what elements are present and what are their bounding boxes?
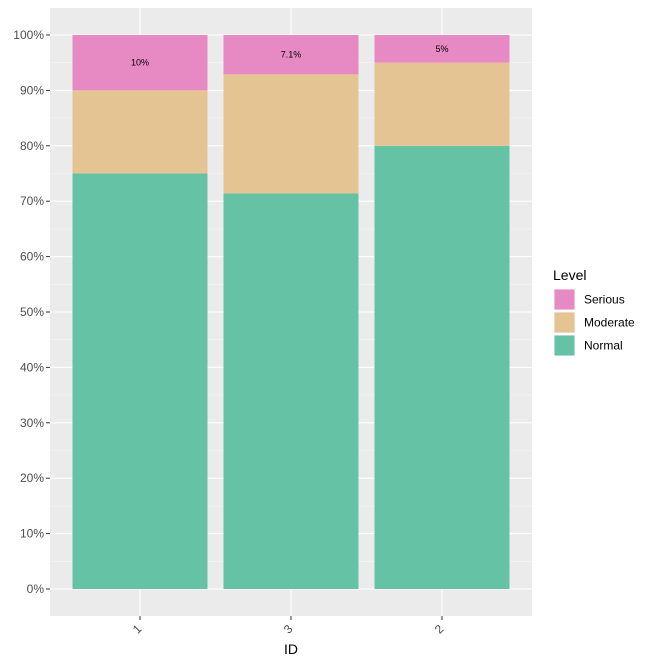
y-tick-label: 90% [20, 83, 44, 97]
legend-label-moderate: Moderate [584, 316, 635, 330]
x-tick-label-1: 1 [130, 622, 145, 637]
legend: Level Serious Moderate Normal [553, 267, 635, 356]
legend-title: Level [553, 267, 586, 283]
y-tick-label: 30% [20, 416, 44, 430]
y-tick-label: 70% [20, 194, 44, 208]
x-tick-label-2: 2 [432, 622, 447, 637]
data-label-serious-id-2: 5% [435, 44, 448, 54]
y-tick-label: 10% [20, 527, 44, 541]
bars [72, 35, 510, 590]
y-tick-label: 60% [20, 250, 44, 264]
x-tick-label-3: 3 [281, 622, 296, 637]
y-tick-label: 20% [20, 471, 44, 485]
y-tick-label: 40% [20, 360, 44, 374]
legend-label-normal: Normal [584, 339, 623, 353]
legend-label-serious: Serious [584, 293, 625, 307]
bar-normal-id-3 [223, 193, 359, 589]
bar-moderate-id-2 [374, 62, 510, 146]
bar-moderate-id-1 [72, 90, 208, 174]
x-axis-title: ID [284, 641, 298, 657]
data-labels: 10% 7.1% 5% [131, 44, 449, 68]
data-label-serious-id-1: 10% [131, 58, 149, 68]
bar-normal-id-1 [72, 173, 208, 589]
legend-key-serious [554, 289, 575, 310]
data-label-serious-id-3: 7.1% [281, 50, 302, 60]
legend-key-moderate [554, 312, 575, 333]
y-axis: 0% 10% 20% 30% 40% 50% 60% 70% 80% 90% 100% [13, 28, 50, 596]
legend-key-normal [554, 335, 575, 356]
bar-moderate-id-3 [223, 74, 359, 194]
y-tick-label: 0% [27, 582, 45, 596]
x-axis: 1 3 2 [130, 616, 447, 636]
bar-serious-id-1 [72, 35, 208, 91]
y-tick-label: 50% [20, 305, 44, 319]
bar-serious-id-2 [374, 35, 510, 63]
y-tick-label: 100% [13, 28, 44, 42]
y-tick-label: 80% [20, 139, 44, 153]
bar-serious-id-3 [223, 35, 359, 75]
bar-normal-id-2 [374, 145, 510, 590]
